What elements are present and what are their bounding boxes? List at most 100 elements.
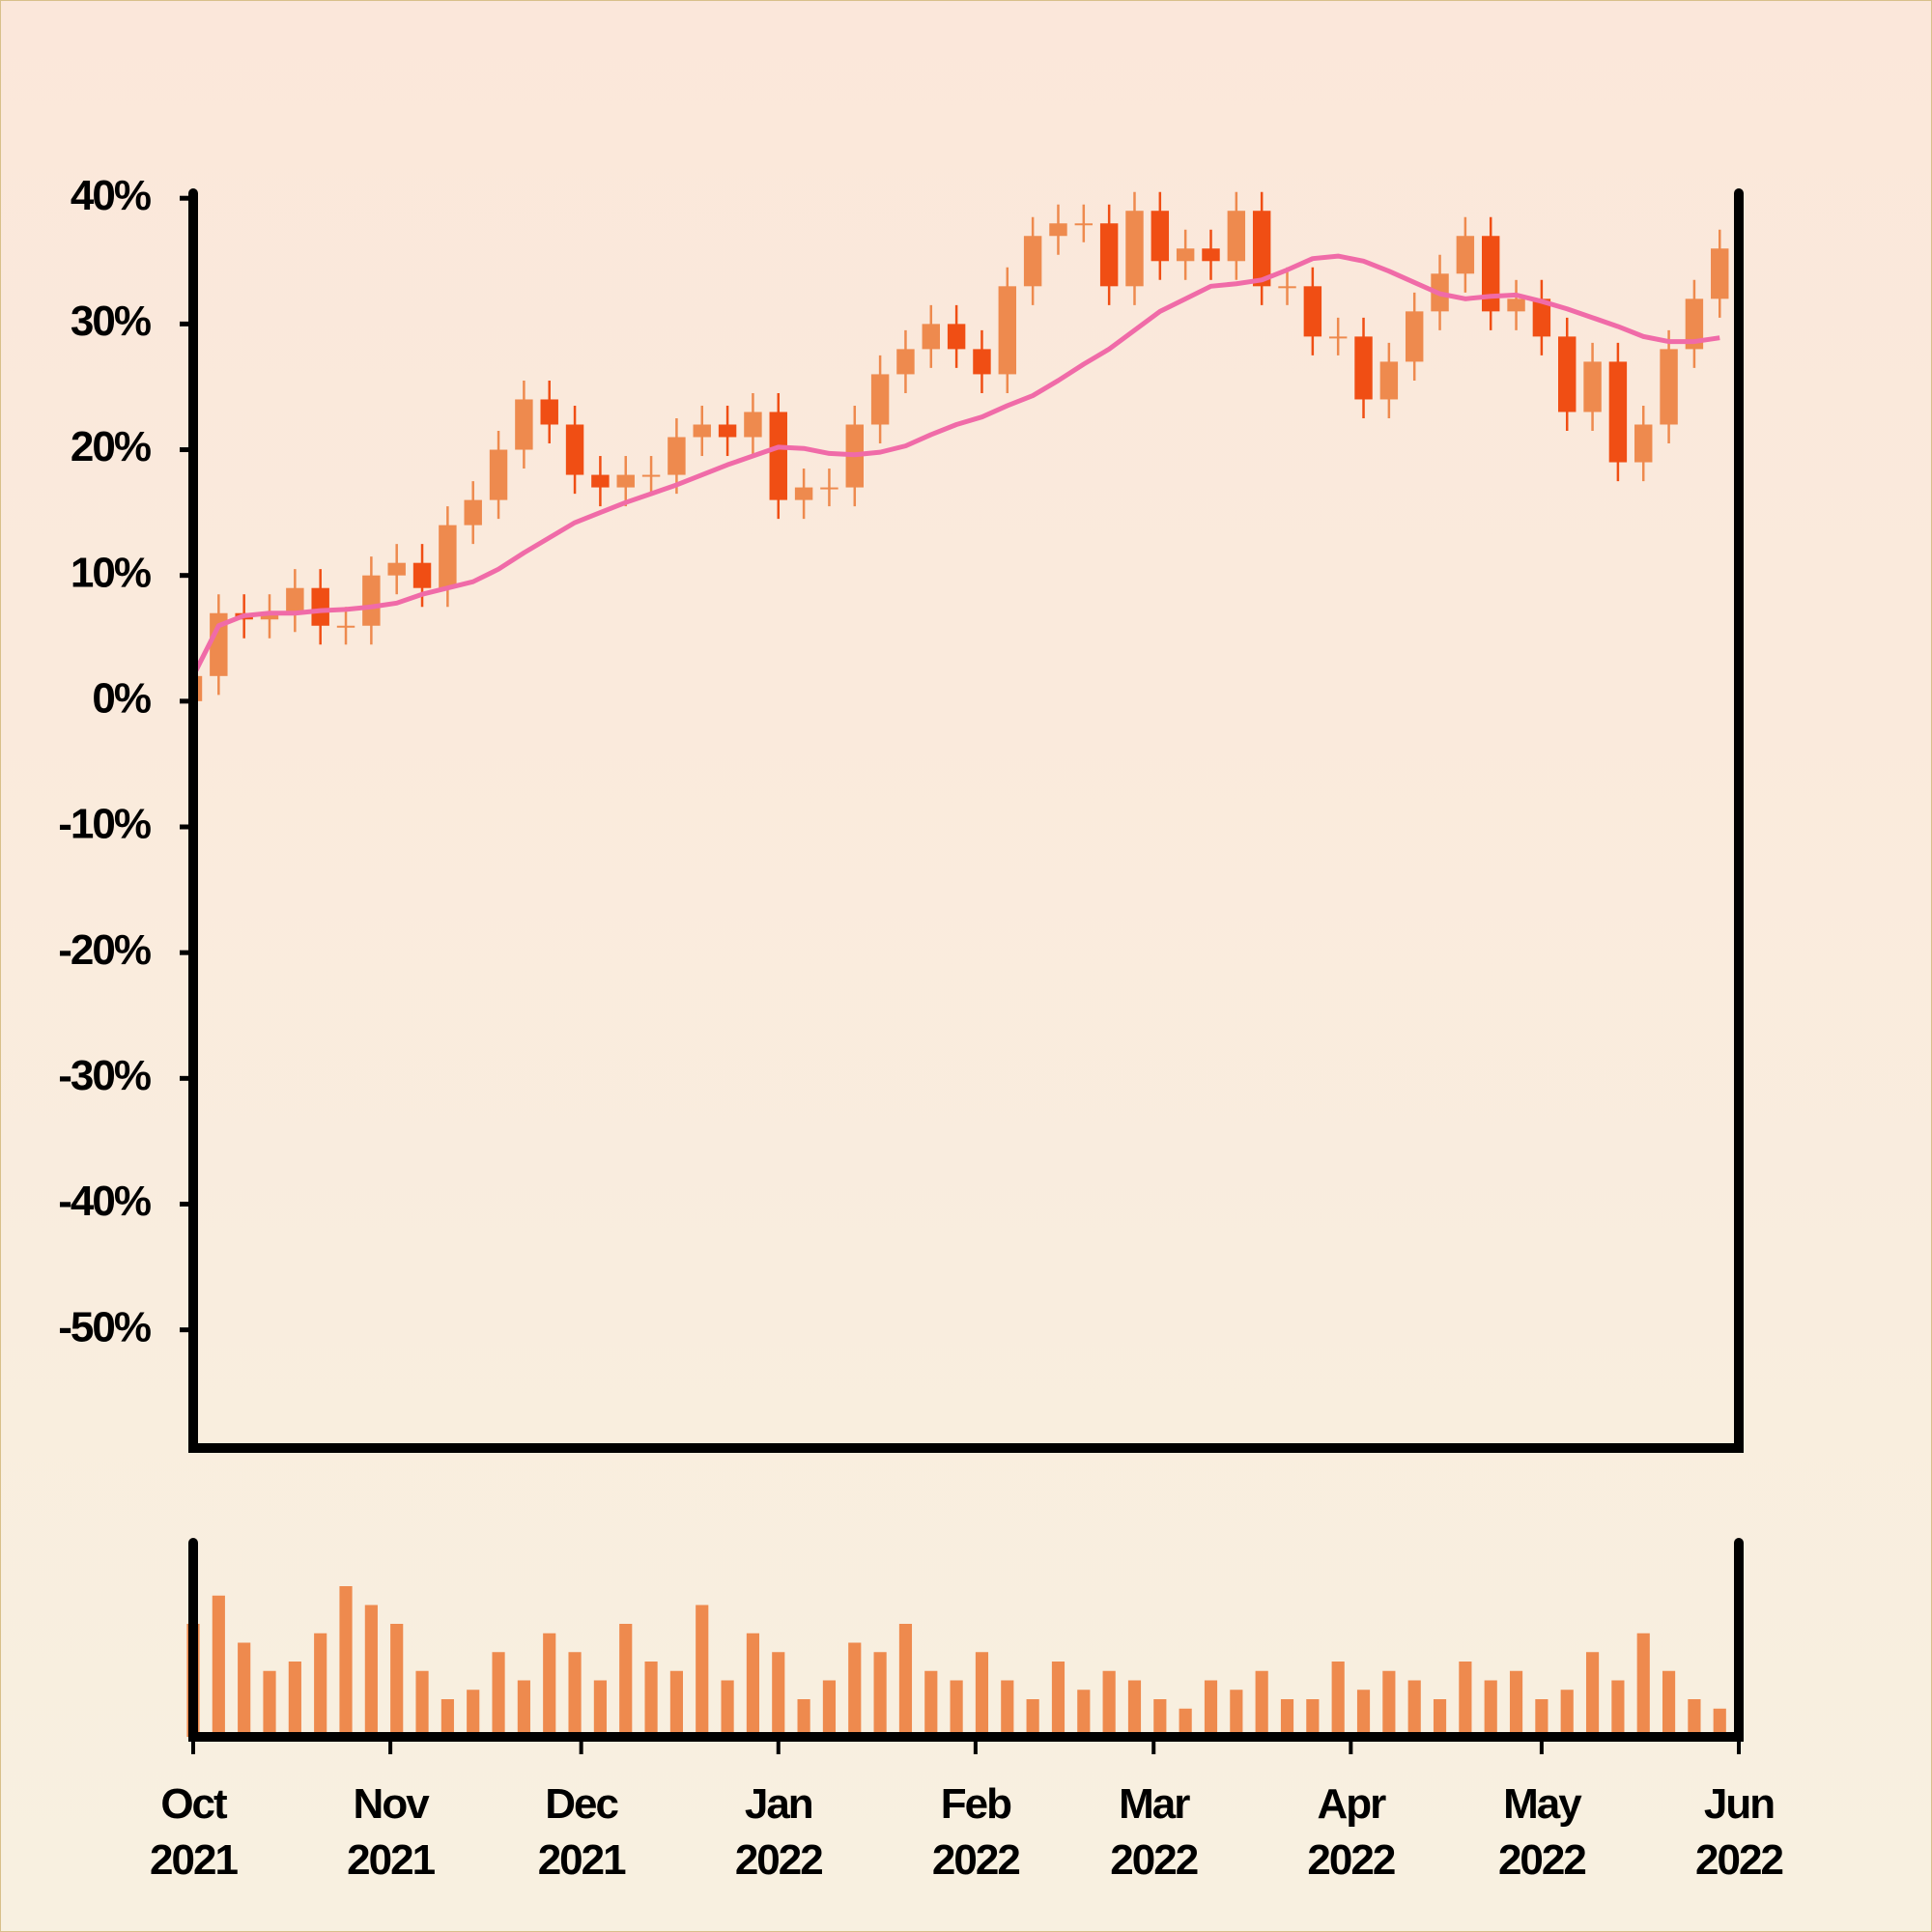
x-tick-label: 2022	[1307, 1836, 1394, 1884]
candle-body	[769, 412, 787, 500]
volume-bar	[1535, 1699, 1548, 1737]
x-tick-label: Feb	[941, 1780, 1011, 1828]
volume-bar	[1280, 1699, 1294, 1737]
candle-body	[641, 474, 661, 477]
moving-average-line	[193, 253, 1720, 677]
volume-bar	[772, 1652, 785, 1737]
candle-body	[1634, 424, 1653, 463]
y-tick-label: 40%	[71, 172, 151, 219]
candle-body	[947, 324, 966, 350]
candle-body	[1608, 361, 1628, 463]
volume-bar	[797, 1699, 810, 1737]
candle-body	[565, 424, 584, 475]
volume-bar	[517, 1680, 530, 1737]
volume-bar	[1688, 1699, 1701, 1737]
y-tick-label: -50%	[58, 1303, 151, 1350]
volume-bar	[568, 1652, 582, 1737]
volume-bar	[1585, 1652, 1600, 1737]
candle-body	[1405, 311, 1424, 362]
volume-bar	[721, 1680, 734, 1737]
candle-body	[998, 286, 1017, 375]
candle-body	[1151, 211, 1170, 262]
volume-bar	[1026, 1699, 1039, 1737]
volume-bar	[975, 1652, 989, 1737]
volume-bar	[1382, 1670, 1396, 1737]
x-tick-label: 2022	[932, 1836, 1019, 1884]
candle-body	[744, 412, 762, 438]
volume-bar	[1127, 1680, 1142, 1737]
price-axes	[188, 188, 1744, 1453]
volume-bar	[1331, 1662, 1345, 1737]
candle-body	[1125, 211, 1144, 287]
candle-body	[1074, 223, 1094, 226]
candle-body	[1532, 298, 1551, 337]
volume-bar	[415, 1670, 429, 1737]
candle-body	[1379, 361, 1399, 400]
volume-bar	[1356, 1690, 1371, 1737]
y-tick-label: 30%	[71, 298, 151, 345]
volume-bar	[1662, 1670, 1676, 1737]
x-tick-label: Apr	[1317, 1780, 1386, 1828]
volume-bar	[1713, 1708, 1726, 1737]
volume-bar	[898, 1624, 913, 1737]
y-tick-label: -10%	[58, 801, 151, 848]
volume-bar	[1204, 1680, 1218, 1737]
candle-body	[1558, 336, 1577, 412]
volume-bar	[1255, 1670, 1268, 1737]
x-tick-label: Oct	[160, 1780, 228, 1828]
candle-body	[336, 625, 355, 628]
volume-bar	[263, 1670, 276, 1737]
x-tick-label: Mar	[1119, 1780, 1190, 1828]
candle-body	[464, 499, 482, 526]
volume-bar	[1611, 1680, 1625, 1737]
volume-axes	[188, 1538, 1744, 1742]
candle-body	[1278, 286, 1296, 289]
volume-bar	[1636, 1633, 1650, 1737]
candle-body	[896, 349, 915, 375]
x-tick-label: May	[1503, 1780, 1582, 1828]
volume-bar	[390, 1624, 404, 1737]
candle-body	[387, 562, 406, 576]
volume-bar	[1051, 1662, 1065, 1737]
volume-bar	[1179, 1708, 1192, 1737]
candle-body	[489, 449, 508, 500]
candle-body	[540, 399, 558, 425]
candle-body	[1252, 211, 1271, 287]
candle-body	[515, 399, 533, 450]
x-tick-label: 2022	[1695, 1836, 1782, 1884]
volume-bar	[696, 1605, 709, 1737]
candle-body	[1328, 336, 1348, 339]
volume-bar	[288, 1662, 301, 1737]
volume-bar	[339, 1586, 353, 1737]
candle-body	[693, 424, 711, 438]
x-tick-label: 2021	[150, 1836, 238, 1884]
candle-body	[922, 324, 941, 350]
volume-bar	[1306, 1699, 1320, 1737]
volume-bar	[1484, 1680, 1497, 1737]
volume-bar	[467, 1690, 480, 1737]
candle-body	[616, 474, 635, 488]
candle-body	[1176, 248, 1195, 262]
y-tick-label: -40%	[58, 1178, 151, 1225]
y-tick-label: -30%	[58, 1052, 151, 1099]
y-tick-label: -20%	[58, 926, 151, 974]
volume-bar	[1001, 1680, 1014, 1737]
volume-bar	[873, 1652, 887, 1737]
volume-bar	[1459, 1662, 1472, 1737]
volume-bar	[238, 1642, 251, 1737]
candle-body	[1685, 298, 1704, 350]
candle-body	[794, 487, 813, 500]
candle-body	[1583, 361, 1602, 412]
candle-body	[718, 424, 737, 438]
volume-bar	[593, 1680, 607, 1737]
y-tick-label: 10%	[71, 549, 151, 596]
volume-bar	[1230, 1690, 1243, 1737]
candle-body	[286, 587, 304, 613]
x-tick-label: 2021	[538, 1836, 626, 1884]
volume-bar	[644, 1662, 658, 1737]
candle-body	[820, 487, 838, 490]
volume-bar	[1560, 1690, 1574, 1737]
candle-body	[210, 612, 228, 676]
candle-body	[1202, 248, 1220, 262]
